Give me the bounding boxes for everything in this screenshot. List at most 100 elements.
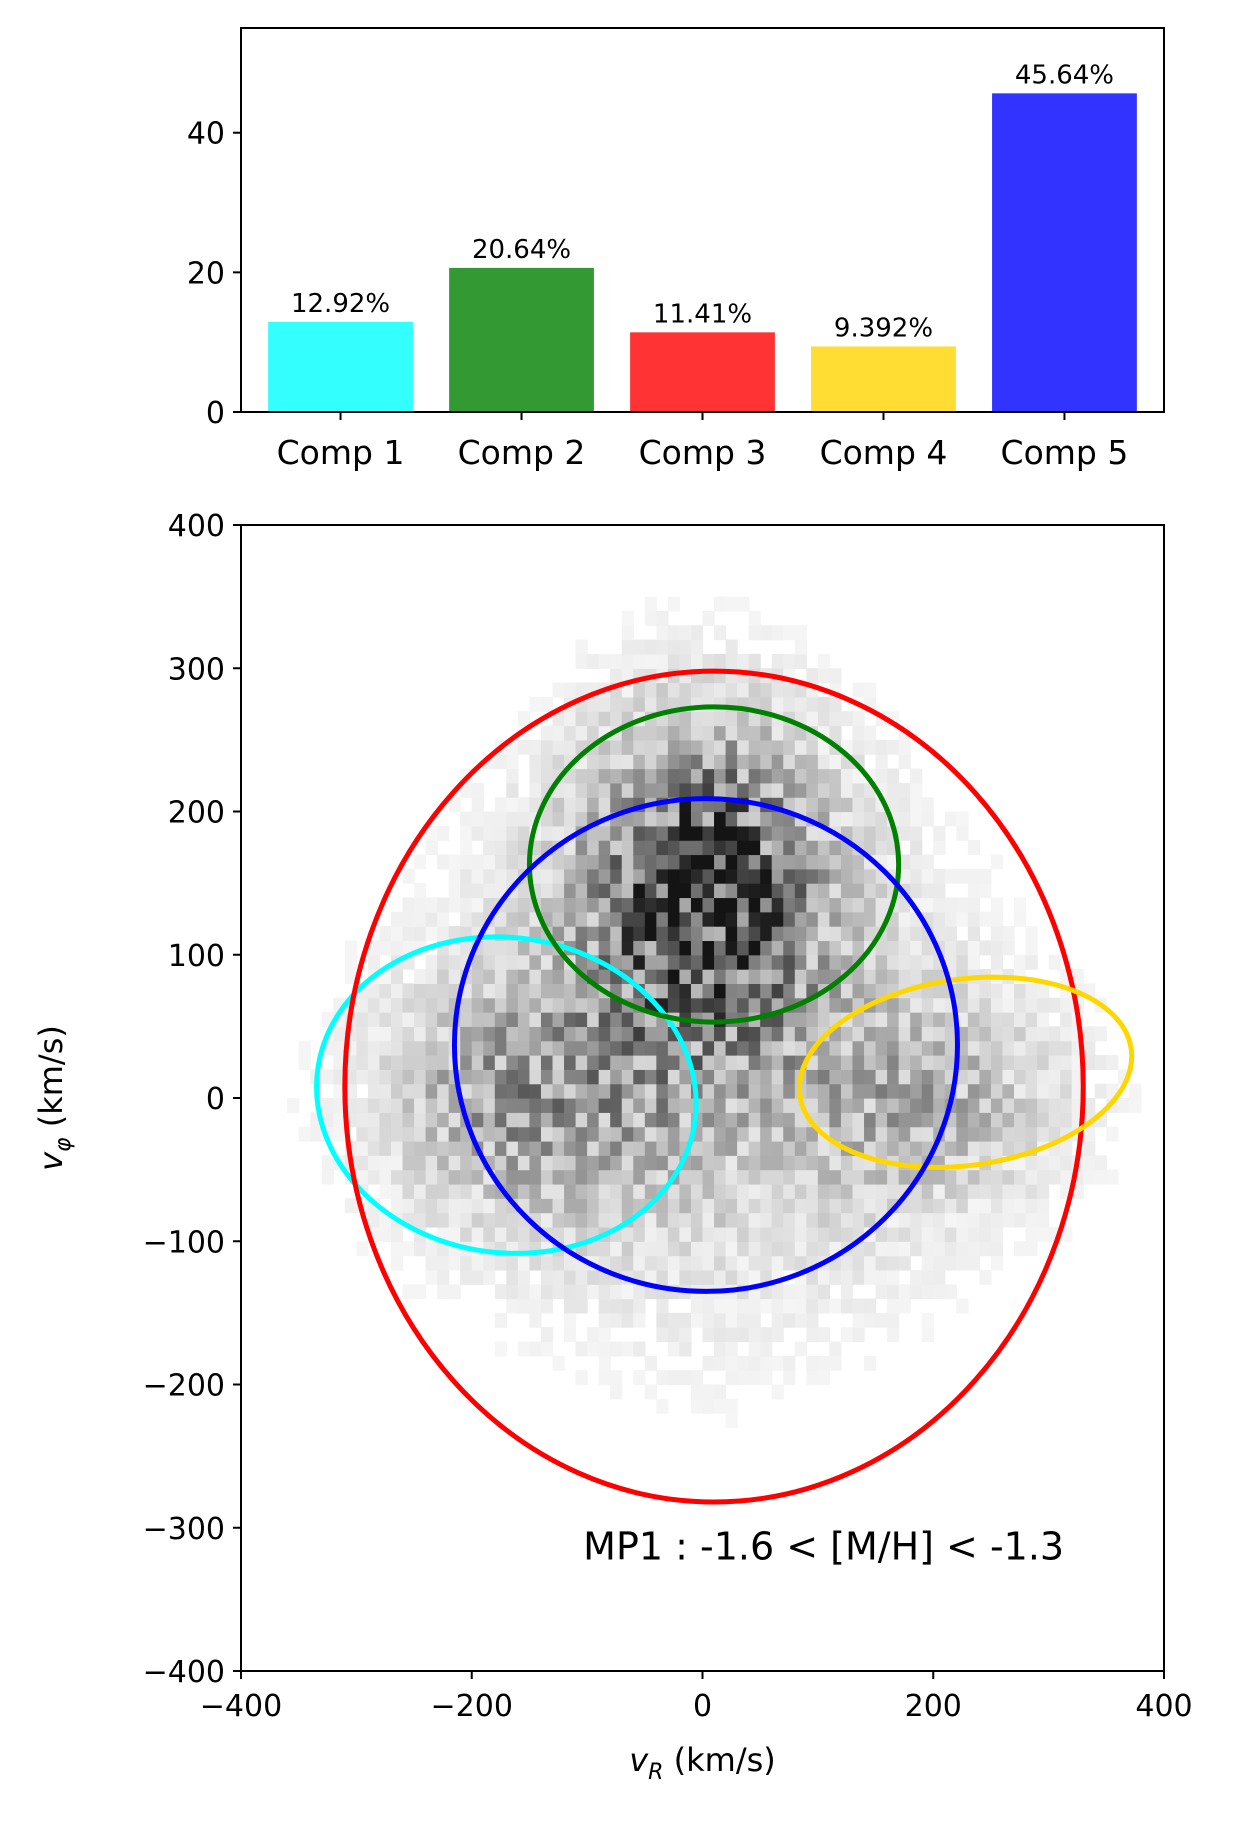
density-cell [610,711,623,727]
density-cell [437,1255,450,1271]
density-cell [748,854,761,870]
density-cell [587,911,600,927]
density-cell [725,653,738,669]
density-cell [667,811,681,827]
scatter-y-tick-label: 100 [168,939,225,974]
density-cell [344,1069,357,1085]
density-cell [633,768,646,784]
density-cell [714,782,727,798]
density-cell [587,1069,600,1085]
density-cell [1037,1055,1050,1070]
density-cell [714,725,727,741]
density-cell [702,1155,715,1171]
density-cell [1094,1083,1107,1099]
density-cell [333,1026,346,1042]
density-cell [864,840,877,856]
density-cell [748,1269,761,1285]
density-cell [587,1269,600,1285]
scatter-y-tick-label: −200 [143,1369,225,1404]
density-cell [598,1183,611,1199]
density-cell [852,1198,865,1214]
density-cell [621,1126,634,1142]
density-cell [644,639,657,655]
density-cell [540,739,554,755]
density-cell [621,1026,634,1042]
density-cell [783,1284,796,1300]
density-cell [771,811,784,827]
density-cell [875,1226,888,1242]
density-cell [967,926,980,942]
density-cell [344,954,357,970]
density-cell [921,969,934,984]
density-cell [760,1255,773,1271]
density-cell [840,1112,854,1128]
density-cell [621,926,634,942]
density-cell [702,840,715,856]
density-cell [760,1370,773,1386]
scatter-x-tick-label: −400 [200,1689,282,1724]
density-cell [702,682,715,698]
density-cell [667,940,681,956]
density-cell [667,596,681,612]
density-cell [817,897,831,913]
density-cell [725,1198,738,1214]
density-cell [621,1284,634,1300]
density-cell [840,897,854,913]
density-cell [1014,1112,1027,1128]
density-cell [656,1155,669,1171]
density-cell [1083,1169,1096,1185]
density-cell [379,1040,392,1056]
density-cell [540,1269,554,1285]
density-cell [748,983,761,999]
density-cell [875,1055,888,1070]
density-cell [621,868,634,884]
density-cell [910,1212,923,1228]
density-cell [910,1198,923,1214]
density-cell [875,1183,888,1199]
density-cell [852,868,865,884]
density-cell [448,1284,461,1300]
density-cell [494,997,507,1013]
density-cell [633,825,646,841]
density-cell [494,868,507,884]
density-cell [967,940,980,956]
density-cell [1025,1083,1038,1099]
density-cell [483,1269,496,1285]
density-cell [887,1183,900,1199]
density-cell [517,1341,531,1357]
density-cell [390,1055,404,1070]
density-cell [540,1198,554,1214]
density-cell [702,825,715,841]
density-cell [564,1169,577,1185]
density-cell [817,653,831,669]
density-cell [794,911,807,927]
density-cell [690,1026,704,1042]
density-cell [529,1083,542,1099]
density-cell [771,1169,784,1185]
density-cell [575,768,588,784]
density-cell [829,1298,842,1314]
density-cell [748,1140,761,1156]
density-cell [598,1140,611,1156]
density-cell [425,897,438,913]
density-cell [610,1055,623,1070]
density-cell [921,897,934,913]
density-cell [898,1298,911,1314]
density-cell [806,954,819,970]
bar-category-label: Comp 4 [820,433,948,472]
density-cell [990,1040,1004,1056]
density-cell [471,1083,484,1099]
density-cell [1060,1098,1073,1113]
density-cell [517,911,531,927]
density-cell [621,1112,634,1128]
density-cell [587,1055,600,1070]
density-cell [875,768,888,784]
density-cell [471,969,484,984]
density-cell [714,868,727,884]
density-cell [667,1140,681,1156]
density-cell [794,1226,807,1242]
density-cell [679,754,692,770]
density-cell [702,725,715,741]
density-cell [725,639,738,655]
density-cell [633,1183,646,1199]
